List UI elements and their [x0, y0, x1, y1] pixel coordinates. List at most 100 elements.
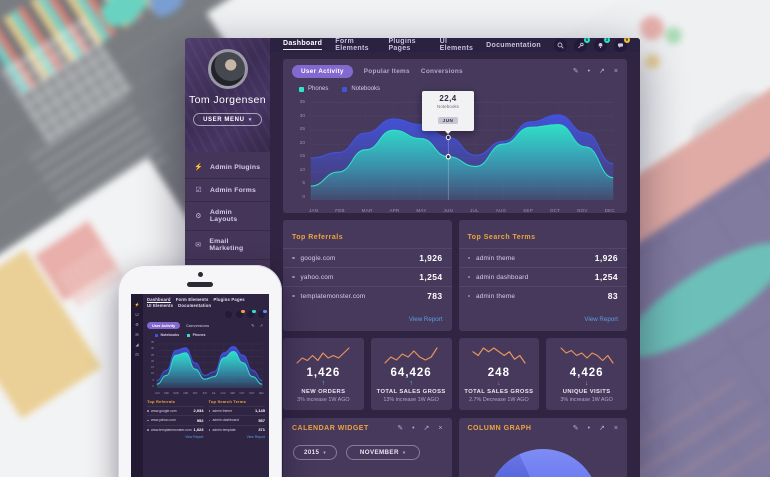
- stat-label: UNIQUE VISITS: [562, 389, 611, 395]
- referral-row[interactable]: templatemonster.com 783: [283, 286, 452, 305]
- pie-chart: [486, 449, 599, 477]
- sidebar-item-email-marketing[interactable]: ✉ Email Marketing: [185, 231, 270, 260]
- year-select[interactable]: 2015 ▾: [293, 445, 338, 460]
- paint-icon[interactable]: •: [412, 425, 415, 432]
- stat-card-new-orders: 1,426 ↑ NEW ORDERS 3% increase 1W AGO: [283, 338, 364, 410]
- x-axis-labels: JAN FEB MAR APR MAY JUN JUL AUG SEP OCT NOV DEC: [309, 208, 615, 213]
- paint-icon[interactable]: •: [587, 67, 591, 75]
- stat-label: TOTAL SALES GROSS: [376, 389, 446, 395]
- messages-button[interactable]: 9: [614, 38, 630, 52]
- resize-icon[interactable]: ↗: [599, 67, 605, 75]
- chart-tooltip: 22,4 Notebooks JUN: [422, 91, 474, 134]
- nav-form-elements[interactable]: Form Elements: [335, 38, 369, 52]
- stat-card-total-sales-gross-2: 248 ↓ TOTAL SALES GROSS 2.7% Decrease 1W…: [458, 338, 540, 410]
- content: User Activity Popular Items Conversions …: [270, 52, 640, 477]
- month-select[interactable]: NOVEMBER ▾: [345, 445, 420, 460]
- referrals-title: Top Referrals: [292, 234, 344, 241]
- sidebar-item-admin-plugins[interactable]: ⚡ Admin Plugins: [185, 156, 270, 179]
- bullet-icon: [292, 275, 295, 279]
- legend-phones: Phones: [299, 86, 328, 92]
- referral-row[interactable]: yahoo.com 1,254: [283, 267, 452, 286]
- nav-dashboard[interactable]: Dashboard: [283, 40, 323, 50]
- user-menu-button[interactable]: USER MENU ▾: [193, 113, 262, 126]
- edit-icon[interactable]: ✎: [572, 67, 579, 75]
- tools-button[interactable]: 6: [574, 38, 590, 52]
- area-chart: [156, 343, 263, 388]
- bullet-icon: [292, 256, 295, 260]
- bullet-icon: [292, 294, 295, 298]
- panel-actions: ✎ • ↗ ×: [397, 425, 442, 432]
- sparkline-chart: [384, 347, 438, 364]
- phone-lists: Top Referrals www.google.com 2,034 www.ya…: [147, 399, 265, 439]
- checkbox-icon: ☑: [195, 187, 202, 194]
- stat-subtext: 2.7% Decrease 1W AGO: [469, 397, 529, 403]
- trend-down-icon: ↓: [497, 380, 501, 387]
- search-button[interactable]: [554, 38, 567, 52]
- notebooks-swatch: [342, 86, 348, 92]
- referral-row[interactable]: google.com 1,926: [283, 248, 452, 267]
- search-term-row[interactable]: admin theme 83: [458, 286, 627, 305]
- sidebar-item-admin-layouts[interactable]: ⚙ Admin Layouts: [185, 202, 270, 231]
- stat-subtext: 3% increase 1W AGO: [297, 397, 350, 403]
- tab-conversions[interactable]: Conversions: [420, 67, 463, 75]
- search-icon: [225, 311, 232, 318]
- search-term-row[interactable]: admin dashboard 1,254: [458, 267, 627, 286]
- tooltip-value: 22,4: [439, 94, 457, 103]
- sparkline-chart: [296, 347, 350, 364]
- stat-subtext: 13% increase 1W AGO: [383, 397, 439, 403]
- stat-card-unique-visits: 4,426 ↓ UNIQUE VISITS 3% increase 1W AGO: [546, 338, 627, 410]
- search-term-row[interactable]: admin theme 1,926: [458, 248, 627, 267]
- top-navigation: Dashboard Form Elements Plugins Pages UI…: [270, 38, 640, 52]
- area-chart[interactable]: [309, 98, 615, 200]
- notifications-badge: 3: [603, 38, 610, 43]
- stat-value: 4,426: [569, 367, 604, 379]
- bell-icon: [247, 309, 256, 318]
- calendar-widget-panel: CALENDAR WIDGET ✎ • ↗ × 2015 ▾ NOVEMBER ▾: [283, 418, 452, 477]
- chevron-down-icon: ▾: [402, 449, 406, 455]
- paint-icon[interactable]: •: [587, 425, 591, 432]
- wrench-icon: [236, 309, 245, 318]
- phone-main: Dashboard Form Elements Plugins Pages UI…: [143, 294, 269, 477]
- nav-plugins-pages[interactable]: Plugins Pages: [388, 38, 416, 52]
- bg-green-circle: [665, 27, 682, 44]
- phones-swatch: [299, 86, 304, 92]
- envelope-icon: ✉: [135, 332, 139, 337]
- stat-value: 1,426: [306, 367, 341, 379]
- panel-actions: ✎ • ↗ ×: [573, 68, 618, 75]
- tab-user-activity[interactable]: User Activity: [292, 64, 353, 78]
- close-icon[interactable]: ×: [613, 67, 618, 75]
- wrench-icon: [578, 42, 584, 48]
- phone-camera: [197, 272, 203, 277]
- nav-ui-elements[interactable]: UI Elements: [439, 38, 474, 52]
- resize-icon[interactable]: ↗: [599, 425, 605, 432]
- resize-icon[interactable]: ↗: [423, 425, 430, 432]
- stat-label: TOTAL SALES GROSS: [464, 389, 534, 395]
- user-activity-panel: User Activity Popular Items Conversions …: [283, 59, 627, 213]
- edit-icon[interactable]: ✎: [572, 425, 579, 432]
- y-axis-ticks: 35 30 25 20 15 10 5 0: [299, 100, 305, 200]
- referrals-view-report-link[interactable]: View Report: [408, 316, 443, 323]
- bg-pink-circle: [640, 16, 664, 40]
- tab-popular-items[interactable]: Popular Items: [363, 67, 410, 75]
- calendar-title: CALENDAR WIDGET: [292, 425, 369, 432]
- gear-icon: ⚙: [135, 322, 139, 327]
- chart-legend: Phones Notebooks: [283, 83, 627, 94]
- close-icon[interactable]: ×: [438, 425, 443, 432]
- phone-nav-row1: Dashboard Form Elements Plugins Pages: [147, 297, 245, 303]
- nav-documentation[interactable]: Documentation: [486, 41, 541, 49]
- tooltip-month: JUN: [437, 117, 459, 124]
- gear-icon: ⚙: [195, 213, 202, 220]
- phone-search-terms: Top Search Terms admin theme 1,145 admin …: [208, 399, 265, 440]
- phone-legend: Notebooks Phones: [147, 333, 265, 337]
- edit-icon[interactable]: ✎: [397, 425, 404, 432]
- close-icon[interactable]: ×: [613, 425, 618, 432]
- stat-card-total-sales-gross: 64,426 ↑ TOTAL SALES GROSS 13% increase …: [370, 338, 452, 410]
- stat-cards-row: 1,426 ↑ NEW ORDERS 3% increase 1W AGO 64…: [283, 338, 627, 410]
- avatar: [207, 49, 248, 89]
- panel-actions: ✎ • ↗ ×: [573, 425, 618, 432]
- notifications-button[interactable]: 3: [594, 38, 610, 52]
- search-terms-view-report-link[interactable]: View Report: [584, 316, 618, 323]
- search-icon: [557, 42, 564, 49]
- sidebar-item-admin-forms[interactable]: ☑ Admin Forms: [185, 179, 270, 202]
- phone-speaker: [187, 282, 213, 287]
